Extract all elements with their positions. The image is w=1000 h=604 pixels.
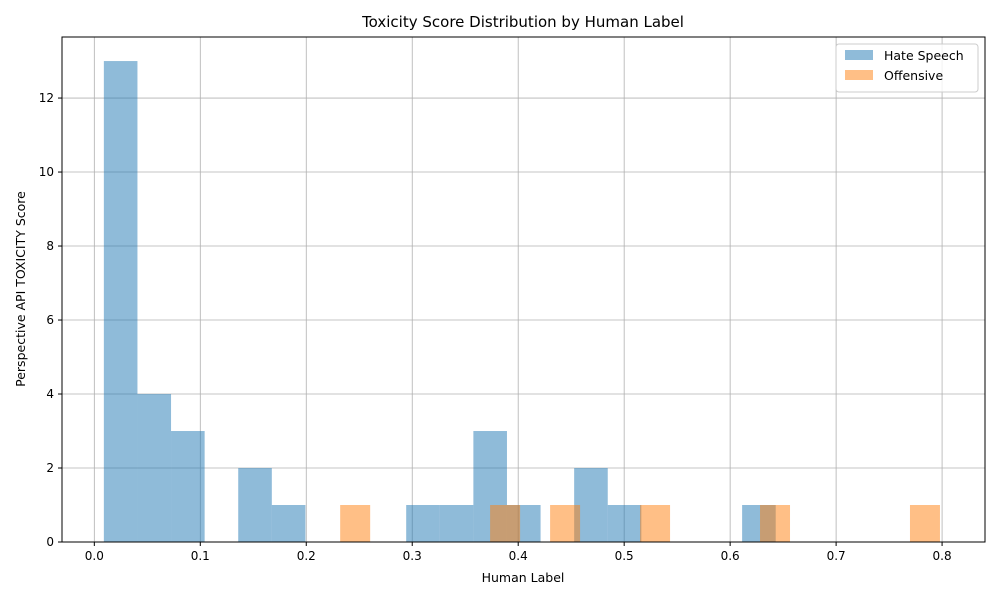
histogram-bars	[103, 61, 940, 543]
x-tick-label: 0.0	[85, 549, 104, 563]
x-tick-label: 0.4	[509, 549, 528, 563]
bar-offensive	[909, 505, 940, 542]
y-tick-label: 6	[46, 313, 54, 327]
x-tick-label: 0.7	[827, 549, 846, 563]
bar-offensive	[490, 505, 521, 542]
bar-offensive	[550, 505, 581, 542]
y-tick-label: 0	[46, 535, 54, 549]
bar-offensive	[640, 505, 671, 542]
bar-offensive	[340, 505, 371, 542]
y-tick-label: 10	[39, 165, 54, 179]
legend-label-hate-speech: Hate Speech	[884, 48, 964, 63]
legend-swatch-hate-speech	[845, 50, 873, 60]
plot-frame	[61, 36, 986, 543]
bar-hate-speech	[406, 505, 440, 542]
chart-title: Toxicity Score Distribution by Human Lab…	[361, 13, 684, 31]
x-tick-label: 0.6	[721, 549, 740, 563]
bar-hate-speech	[171, 431, 205, 542]
y-tick-label: 8	[46, 239, 54, 253]
y-tick-label: 4	[46, 387, 54, 401]
bar-hate-speech	[137, 394, 172, 542]
bar-hate-speech	[607, 505, 642, 542]
bar-hate-speech	[238, 468, 272, 542]
x-tick-label: 0.2	[297, 549, 316, 563]
x-axis-label: Human Label	[482, 570, 565, 585]
y-axis-label: Perspective API TOXICITY Score	[13, 191, 28, 387]
x-tick-label: 0.5	[615, 549, 634, 563]
x-tick-label: 0.1	[191, 549, 210, 563]
bar-offensive	[760, 505, 791, 542]
axis-ticks: 0.0 0.1 0.2 0.3 0.4 0.5 0.6 0.7 0.8 0 2 4 6 8 10 12	[39, 91, 952, 563]
y-tick-label: 12	[39, 91, 54, 105]
bar-hate-speech	[103, 61, 138, 543]
legend: Hate Speech Offensive	[835, 43, 979, 93]
bar-hate-speech	[271, 505, 306, 542]
x-tick-label: 0.3	[403, 549, 422, 563]
y-tick-label: 2	[46, 461, 54, 475]
x-tick-label: 0.8	[933, 549, 952, 563]
legend-swatch-offensive	[845, 70, 873, 80]
bar-hate-speech	[439, 505, 474, 542]
legend-label-offensive: Offensive	[884, 68, 943, 83]
